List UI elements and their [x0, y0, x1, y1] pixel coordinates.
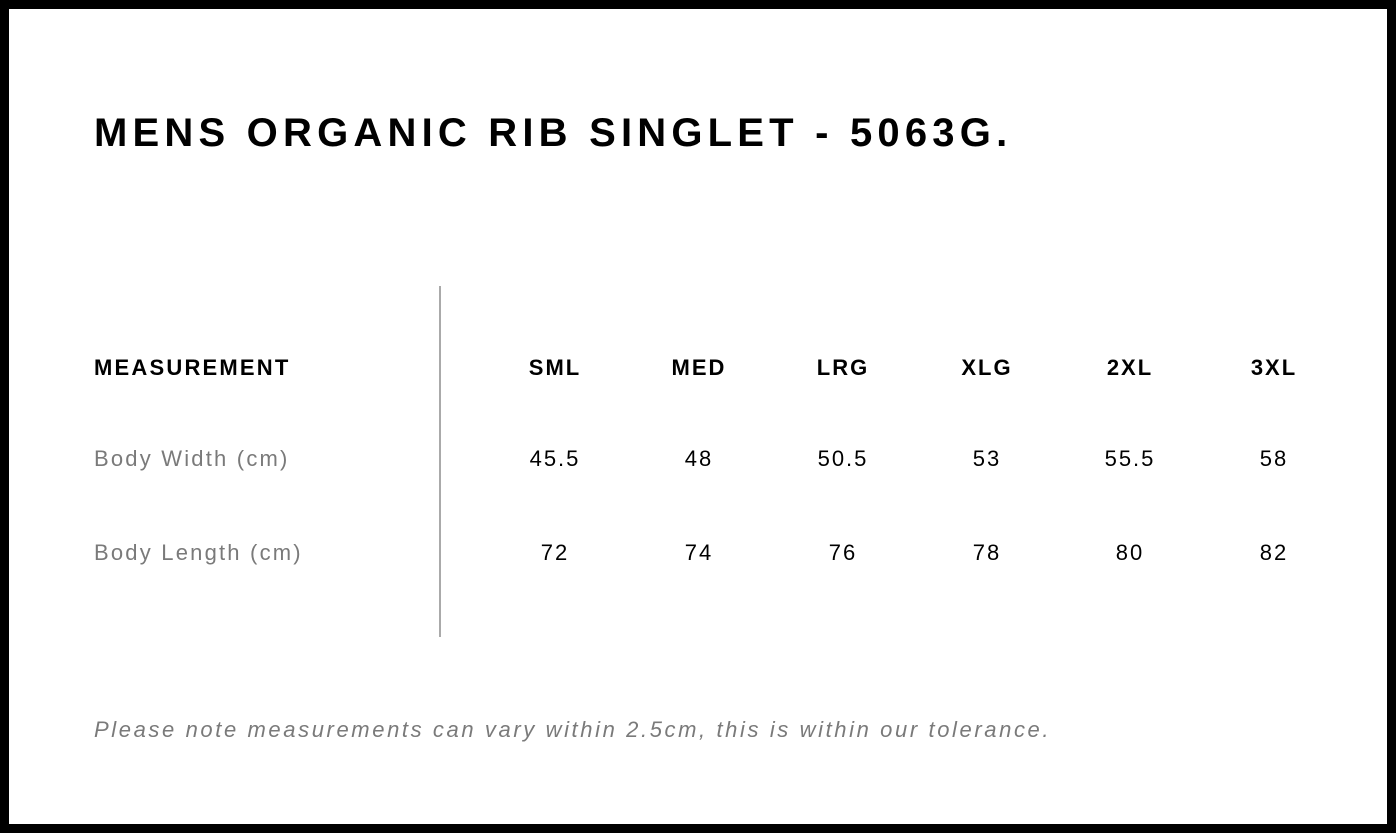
row-label: Body Length (cm)	[94, 540, 303, 565]
row-label: Body Width (cm)	[94, 446, 290, 471]
table-cell: 55.5	[1104, 446, 1156, 471]
table-cell: 53	[972, 446, 1002, 471]
size-header: LRG	[816, 355, 870, 380]
size-header: MED	[671, 355, 727, 380]
table-cell: 72	[540, 540, 570, 565]
measurement-header: MEASUREMENT	[94, 355, 291, 380]
table-cell: 78	[972, 540, 1002, 565]
size-header: XLG	[961, 355, 1013, 380]
table-cell: 82	[1259, 540, 1289, 565]
tolerance-note: Please note measurements can vary within…	[94, 717, 1052, 742]
table-cell: 74	[684, 540, 714, 565]
size-header: 3XL	[1250, 355, 1298, 380]
table-cell: 45.5	[529, 446, 581, 471]
column-divider	[439, 286, 441, 637]
table-row: Body Length (cm) 72 74 76 78 80 82	[9, 540, 1387, 570]
size-header: 2XL	[1106, 355, 1154, 380]
page-title: MENS ORGANIC RIB SINGLET - 5063G.	[94, 111, 1013, 155]
table-cell: 48	[684, 446, 714, 471]
size-chart-card: MENS ORGANIC RIB SINGLET - 5063G. MEASUR…	[9, 9, 1387, 824]
table-cell: 58	[1259, 446, 1289, 471]
table-cell: 80	[1115, 540, 1145, 565]
table-header-row: MEASUREMENT SML MED LRG XLG 2XL 3XL	[9, 355, 1387, 385]
table-cell: 50.5	[817, 446, 869, 471]
table-row: Body Width (cm) 45.5 48 50.5 53 55.5 58	[9, 446, 1387, 476]
size-header: SML	[528, 355, 582, 380]
table-cell: 76	[828, 540, 858, 565]
